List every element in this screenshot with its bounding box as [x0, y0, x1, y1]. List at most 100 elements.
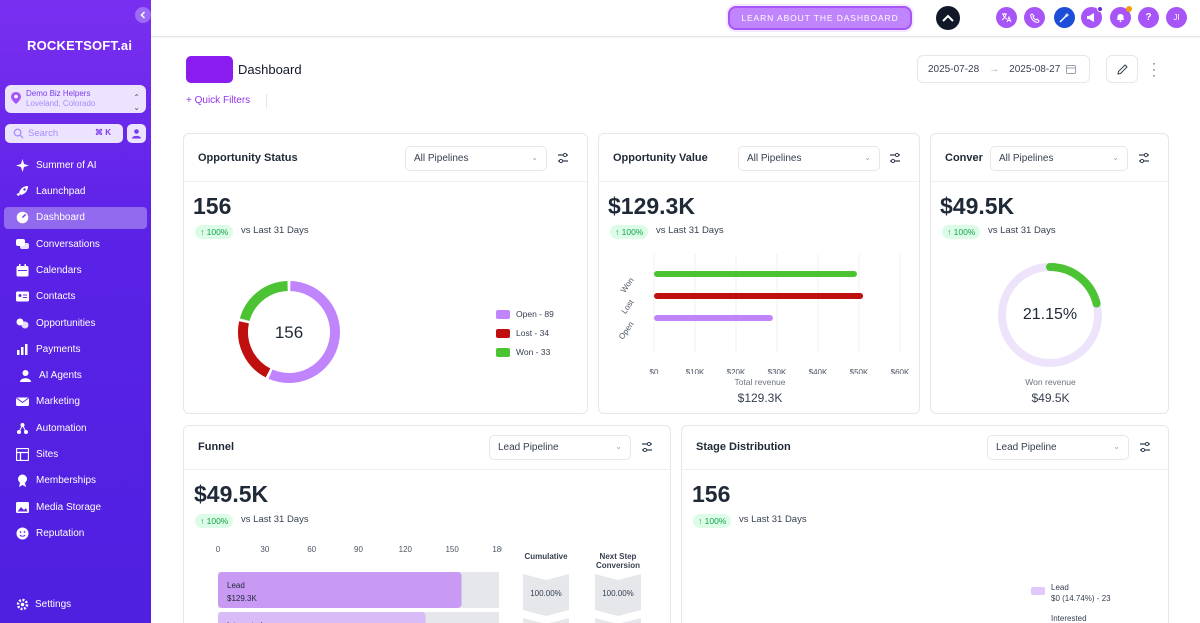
bar-open[interactable]	[654, 315, 773, 321]
sidebar-item-media-storage[interactable]: Media Storage	[4, 496, 147, 519]
calendar-icon	[1066, 65, 1077, 74]
contact-card-icon	[16, 291, 29, 302]
sidebar-item-summer-of-ai[interactable]: Summer of AI	[4, 154, 147, 177]
location-switcher[interactable]: Demo Biz Helpers Loveland, Colorado ⌃ ⌄	[5, 85, 146, 113]
legend-item-won: Won - 33	[496, 347, 550, 357]
sidebar-item-label: Summer of AI	[36, 159, 97, 171]
pipeline-select-value: All Pipelines	[999, 153, 1054, 164]
footer-label: Total revenue	[734, 377, 786, 387]
funnel-card: Funnel Lead Pipeline ⌄ $49.5K ↑ 100% vs …	[183, 425, 671, 623]
sidebar-nav: Summer of AI Launchpad Dashboard Convers…	[4, 154, 147, 548]
megaphone-icon[interactable]	[1081, 6, 1103, 28]
date-end: 2025-08-27	[1009, 63, 1061, 75]
filter-sliders-icon[interactable]	[888, 151, 902, 165]
chevron-down-icon: ⌄	[1112, 153, 1119, 162]
gauge-center-value: 21.15%	[1022, 306, 1078, 323]
next-step-chevron	[595, 574, 641, 623]
pipeline-select-value: All Pipelines	[747, 153, 802, 164]
x-tick-label: $20K	[727, 368, 746, 374]
filter-sliders-icon[interactable]	[1137, 151, 1151, 165]
funnel-bar-interested[interactable]	[218, 612, 426, 623]
funnel-icon	[16, 318, 29, 329]
more-options-icon[interactable]: · · ·	[1152, 56, 1156, 82]
sidebar-item-label: Dashboard	[36, 212, 85, 224]
sidebar-item-ai-agents[interactable]: AI Agents	[4, 364, 147, 387]
phone-icon[interactable]	[1024, 7, 1045, 28]
bell-icon[interactable]	[1110, 6, 1132, 28]
y-tick-label: Lost	[620, 297, 636, 315]
gear-icon	[16, 598, 29, 611]
sidebar-item-calendars[interactable]: Calendars	[4, 259, 147, 282]
date-range-picker[interactable]: 2025-07-28 → 2025-08-27	[917, 55, 1090, 83]
edit-dashboard-button[interactable]	[1106, 55, 1138, 83]
sidebar-item-payments[interactable]: Payments	[4, 338, 147, 361]
quick-filters-button[interactable]: + Quick Filters	[186, 95, 251, 106]
sidebar-item-conversations[interactable]: Conversations	[4, 233, 147, 256]
sidebar-item-label: Reputation	[36, 527, 85, 539]
user-switch-button[interactable]	[127, 124, 146, 143]
donut-slice-won[interactable]	[239, 281, 289, 322]
pipeline-select[interactable]: Lead Pipeline ⌄	[987, 435, 1129, 460]
donut-slice-lost[interactable]	[238, 321, 271, 378]
comparison-label: vs Last 31 Days	[739, 514, 807, 525]
filter-sliders-icon[interactable]	[1138, 440, 1152, 454]
footer-value: $49.5K	[1031, 391, 1070, 405]
calendar-icon	[16, 263, 29, 277]
x-tick-label: $50K	[850, 368, 869, 374]
sidebar-item-label: Payments	[36, 343, 81, 355]
card-title: Conver	[945, 152, 983, 164]
sidebar-item-reputation[interactable]: Reputation	[4, 522, 147, 545]
sidebar-item-dashboard[interactable]: Dashboard	[4, 206, 147, 230]
funnel-stage-name: Lead	[227, 581, 245, 590]
sidebar-item-memberships[interactable]: Memberships	[4, 470, 147, 493]
pencil-icon	[1116, 63, 1128, 75]
learn-about-dashboard-button[interactable]: LEARN ABOUT THE DASHBOARD	[728, 6, 912, 30]
legend-item-open: Open - 89	[496, 309, 554, 319]
chevron-down-icon: ⌄	[864, 153, 871, 162]
filter-sliders-icon[interactable]	[640, 440, 654, 454]
card-title: Stage Distribution	[696, 441, 791, 453]
sidebar-item-sites[interactable]: Sites	[4, 443, 147, 466]
sidebar-item-automation[interactable]: Automation	[4, 417, 147, 440]
sidebar-item-label: Launchpad	[36, 186, 86, 198]
dashboard-color-swatch[interactable]	[186, 56, 233, 83]
scroll-up-button[interactable]	[936, 6, 960, 30]
sidebar-item-label: Automation	[36, 422, 87, 434]
chevron-left-icon	[140, 11, 146, 19]
bar-lost[interactable]	[654, 293, 864, 299]
conversion-card: Conver All Pipelines ⌄ $49.5K ↑ 100% vs …	[930, 133, 1169, 414]
translate-icon[interactable]	[996, 7, 1017, 28]
conversion-gauge	[998, 263, 1102, 367]
gauge-arc-won[interactable]	[1046, 263, 1101, 308]
sidebar-item-opportunities[interactable]: Opportunities	[4, 312, 147, 335]
funnel-bar-lead[interactable]	[218, 572, 462, 608]
sidebar-item-settings[interactable]: Settings	[16, 598, 71, 611]
image-icon	[16, 501, 29, 513]
sidebar-item-marketing[interactable]: Marketing	[4, 391, 147, 414]
cumulative-header: Cumulative	[524, 552, 568, 561]
magic-icon[interactable]	[1054, 7, 1075, 28]
sidebar-item-launchpad[interactable]: Launchpad	[4, 180, 147, 203]
stage-distribution-card: Stage Distribution Lead Pipeline ⌄ 156 ↑…	[681, 425, 1169, 623]
bar-won[interactable]	[654, 271, 857, 277]
settings-label: Settings	[35, 599, 72, 610]
donut-slice-open[interactable]	[268, 281, 340, 383]
avatar[interactable]: JI	[1166, 7, 1187, 28]
filter-sliders-icon[interactable]	[556, 151, 570, 165]
change-badge: ↑ 100%	[195, 225, 234, 239]
sidebar-item-contacts[interactable]: Contacts	[4, 285, 147, 308]
robot-icon	[20, 370, 31, 383]
pipeline-select[interactable]: All Pipelines ⌄	[405, 146, 547, 171]
pipeline-select[interactable]: All Pipelines ⌄	[990, 146, 1128, 171]
collapse-sidebar-button[interactable]	[135, 7, 151, 23]
change-badge: ↑ 100%	[610, 225, 649, 239]
chevron-down-icon: ⌄	[531, 153, 538, 162]
pipeline-select[interactable]: Lead Pipeline ⌄	[489, 435, 631, 460]
payments-icon	[17, 343, 28, 355]
x-tick-label: 180	[492, 545, 502, 554]
sidebar-search[interactable]: Search ⌘ K	[5, 124, 123, 143]
card-title: Funnel	[198, 441, 235, 453]
help-icon[interactable]: ?	[1138, 7, 1159, 28]
pipeline-select[interactable]: All Pipelines ⌄	[738, 146, 880, 171]
rocket-icon	[16, 186, 28, 197]
